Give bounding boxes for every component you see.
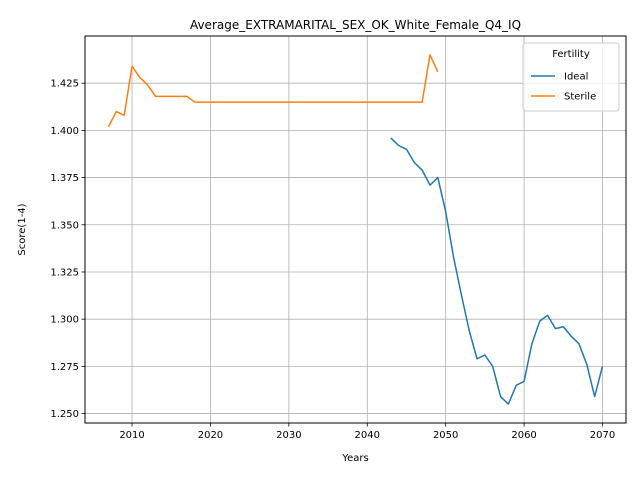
y-tick-label: 1.300 <box>50 315 79 326</box>
legend-label-sterile: Sterile <box>564 92 596 103</box>
grid-lines <box>85 36 626 423</box>
x-tick-label: 2050 <box>433 430 458 441</box>
y-axis-label: Score(1-4) <box>17 203 28 255</box>
y-tick-label: 1.375 <box>50 173 79 184</box>
legend-box <box>522 42 620 112</box>
x-tick-label: 2060 <box>511 430 536 441</box>
y-tick-label: 1.350 <box>50 220 79 231</box>
legend-title: Fertility <box>552 49 590 60</box>
x-tick-label: 2070 <box>590 430 615 441</box>
y-tick-label: 1.425 <box>50 79 79 90</box>
x-tick-label: 2020 <box>198 430 223 441</box>
y-tick-label: 1.250 <box>50 409 79 420</box>
x-axis-label: Years <box>341 453 368 464</box>
series-line-sterile <box>107 54 439 127</box>
y-tick-label: 1.275 <box>50 362 79 373</box>
series-line-ideal <box>390 137 604 405</box>
series-lines <box>107 54 604 405</box>
y-tick-label: 1.400 <box>50 126 79 137</box>
chart-title: Average_EXTRAMARITAL_SEX_OK_White_Female… <box>190 18 521 32</box>
x-tick-label: 2040 <box>355 430 380 441</box>
axis-ticks: 2010 2020 2030 2040 2050 2060 2070 1.250 1.275 1.… <box>50 79 615 441</box>
y-tick-label: 1.325 <box>50 267 79 278</box>
x-tick-label: 2030 <box>276 430 301 441</box>
legend: Fertility Ideal Sterile <box>522 42 620 112</box>
plot-frame <box>84 35 627 424</box>
x-tick-label: 2010 <box>119 430 144 441</box>
legend-label-ideal: Ideal <box>564 72 588 83</box>
